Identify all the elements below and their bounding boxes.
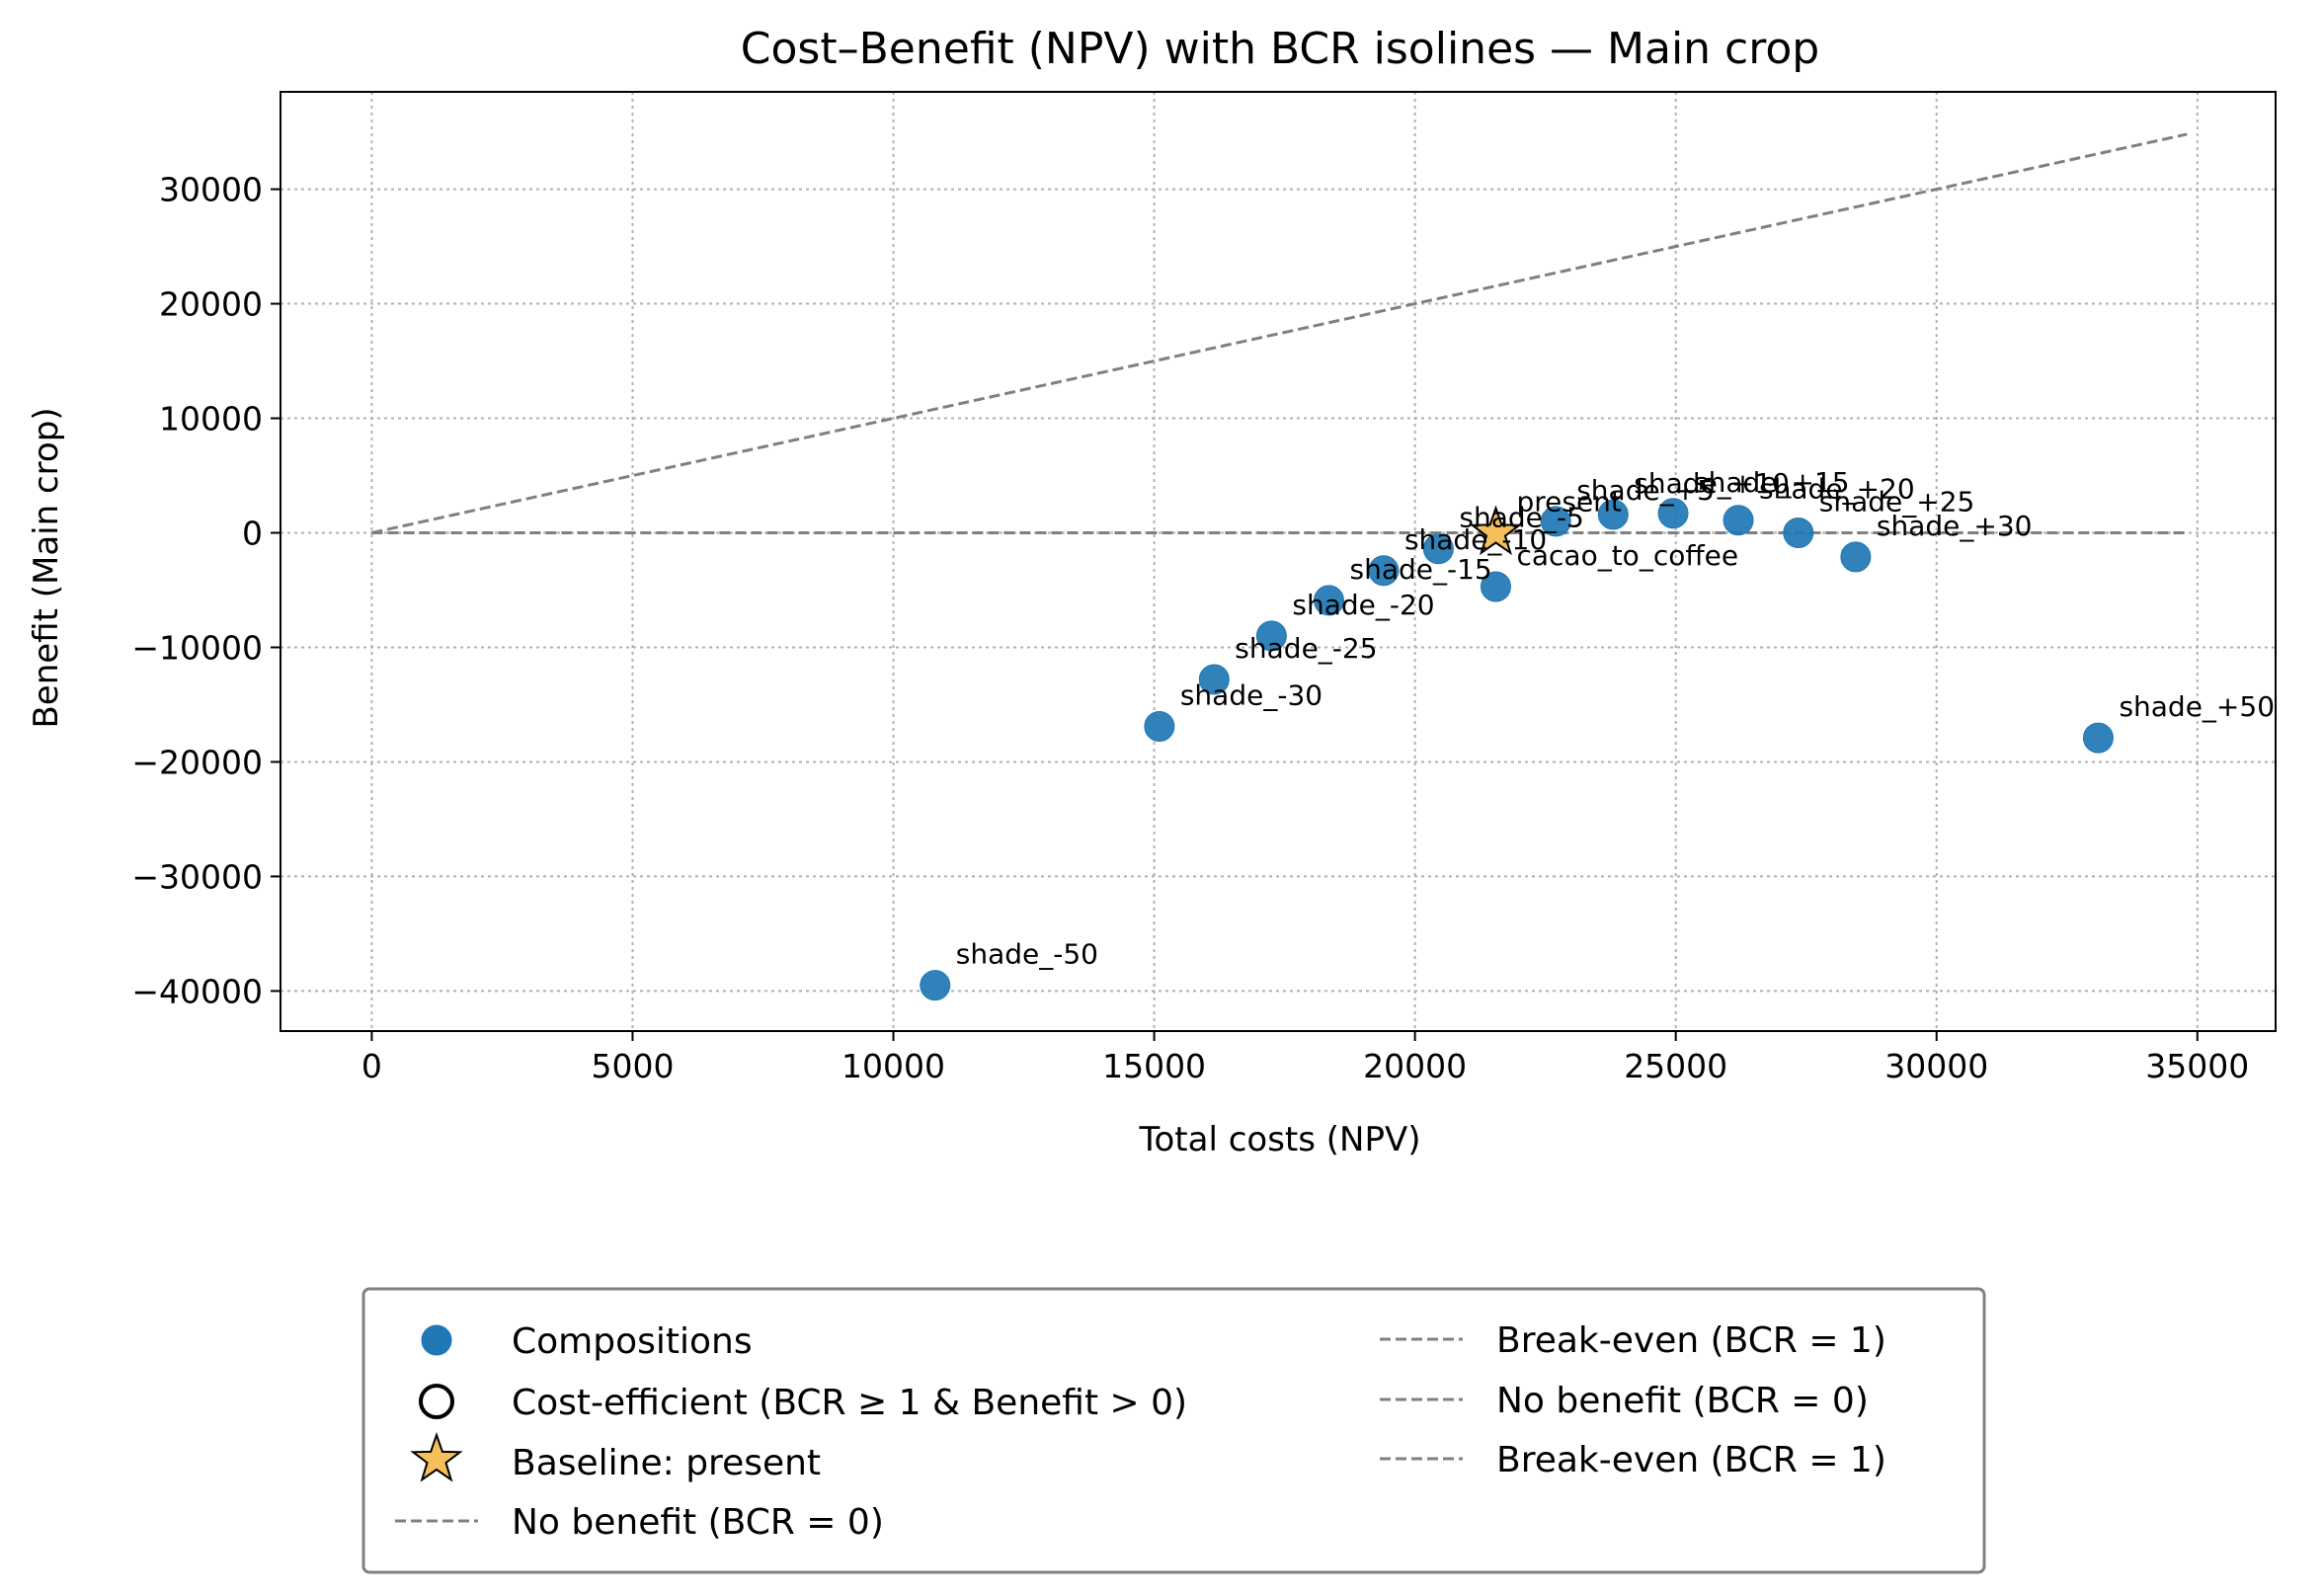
data-point-label: shade_-25 — [1235, 632, 1377, 665]
points — [920, 498, 2114, 1001]
data-point-label: shade_+30 — [1877, 510, 2033, 542]
data-point — [1255, 620, 1287, 652]
data-point — [1840, 541, 1872, 573]
data-point — [1540, 506, 1571, 537]
data-point-label: shade_+20 — [1759, 473, 1915, 506]
data-point — [1783, 518, 1814, 549]
legend-label: No benefit (BCR = 0) — [512, 1502, 884, 1543]
data-point-label: shade_-15 — [1349, 553, 1491, 586]
data-point — [1144, 711, 1175, 743]
chart-title: Cost–Benefit (NPV) with BCR isolines — M… — [741, 24, 1819, 74]
data-point-label: shade_-50 — [956, 938, 1098, 971]
data-point — [1422, 533, 1454, 565]
x-tick-label: 10000 — [841, 1047, 945, 1085]
data-point — [1480, 571, 1511, 602]
data-point-label: shade_-10 — [1404, 523, 1547, 556]
baseline-star — [1469, 505, 1523, 556]
legend: Compositions Cost-efficient (BCR ≥ 1 & B… — [361, 1287, 1986, 1574]
data-point — [920, 970, 951, 1001]
point-labels: shade_-50shade_-30shade_-25shade_-20shad… — [956, 466, 2275, 971]
data-point — [1368, 555, 1400, 587]
legend-label: Break-even (BCR = 1) — [1496, 1440, 1886, 1480]
legend-marker-compositions — [421, 1324, 452, 1356]
legend-marker-cost-efficient — [419, 1384, 454, 1419]
data-point-label: shade_-30 — [1180, 679, 1322, 712]
legend-box — [361, 1287, 1986, 1574]
data-point-label: shade_+10 — [1634, 467, 1790, 500]
isoline — [371, 132, 2188, 534]
x-tick-label: 30000 — [1884, 1047, 1988, 1085]
data-point-label: shade_+25 — [1819, 486, 1975, 519]
legend-label: Compositions — [512, 1321, 753, 1362]
baseline-label: present — [1516, 486, 1621, 519]
data-point-label: shade_+15 — [1694, 466, 1850, 499]
x-tick-label: 25000 — [1624, 1047, 1727, 1085]
y-tick-label: −20000 — [131, 743, 263, 781]
y-axis-label: Benefit (Main crop) — [27, 407, 66, 728]
legend-marker-baseline-star — [410, 1431, 463, 1482]
data-point-label: shade_-5 — [1459, 502, 1583, 534]
y-tick-label: −40000 — [131, 972, 263, 1010]
data-point-label: shade_+50 — [2119, 690, 2275, 723]
data-point-label: cacao_to_coffee — [1516, 539, 1738, 572]
legend-label: Break-even (BCR = 1) — [1496, 1320, 1886, 1361]
x-tick-label: 5000 — [591, 1047, 674, 1085]
x-axis-label: Total costs (NPV) — [1139, 1120, 1421, 1159]
data-point — [1597, 499, 1629, 530]
x-tick-label: 35000 — [2145, 1047, 2249, 1085]
data-point — [1198, 664, 1230, 695]
ticks: 0 5000 10000 15000 20000 25000 30000 35000 −4000… — [131, 171, 2249, 1085]
plot-frame — [280, 91, 2277, 1032]
y-tick-label: 0 — [242, 515, 263, 553]
isolines — [371, 132, 2188, 535]
data-point-label: shade_-20 — [1292, 589, 1434, 621]
y-tick-label: 20000 — [159, 285, 263, 324]
data-point — [1313, 585, 1344, 616]
x-tick-label: 20000 — [1363, 1047, 1467, 1085]
y-tick-label: −30000 — [131, 857, 263, 896]
x-tick-label: 15000 — [1102, 1047, 1206, 1085]
y-tick-label: 30000 — [159, 171, 263, 209]
data-point-label: shade_+5 — [1576, 474, 1715, 507]
data-point — [1723, 505, 1754, 536]
data-point — [1657, 498, 1689, 529]
x-tick-label: 0 — [361, 1047, 382, 1085]
legend-label: No benefit (BCR = 0) — [1496, 1381, 1869, 1421]
legend-label: Baseline: present — [512, 1443, 821, 1483]
y-tick-label: −10000 — [131, 628, 263, 667]
legend-label: Cost-efficient (BCR ≥ 1 & Benefit > 0) — [512, 1383, 1187, 1423]
data-point — [2082, 722, 2114, 754]
y-tick-label: 10000 — [159, 400, 263, 439]
